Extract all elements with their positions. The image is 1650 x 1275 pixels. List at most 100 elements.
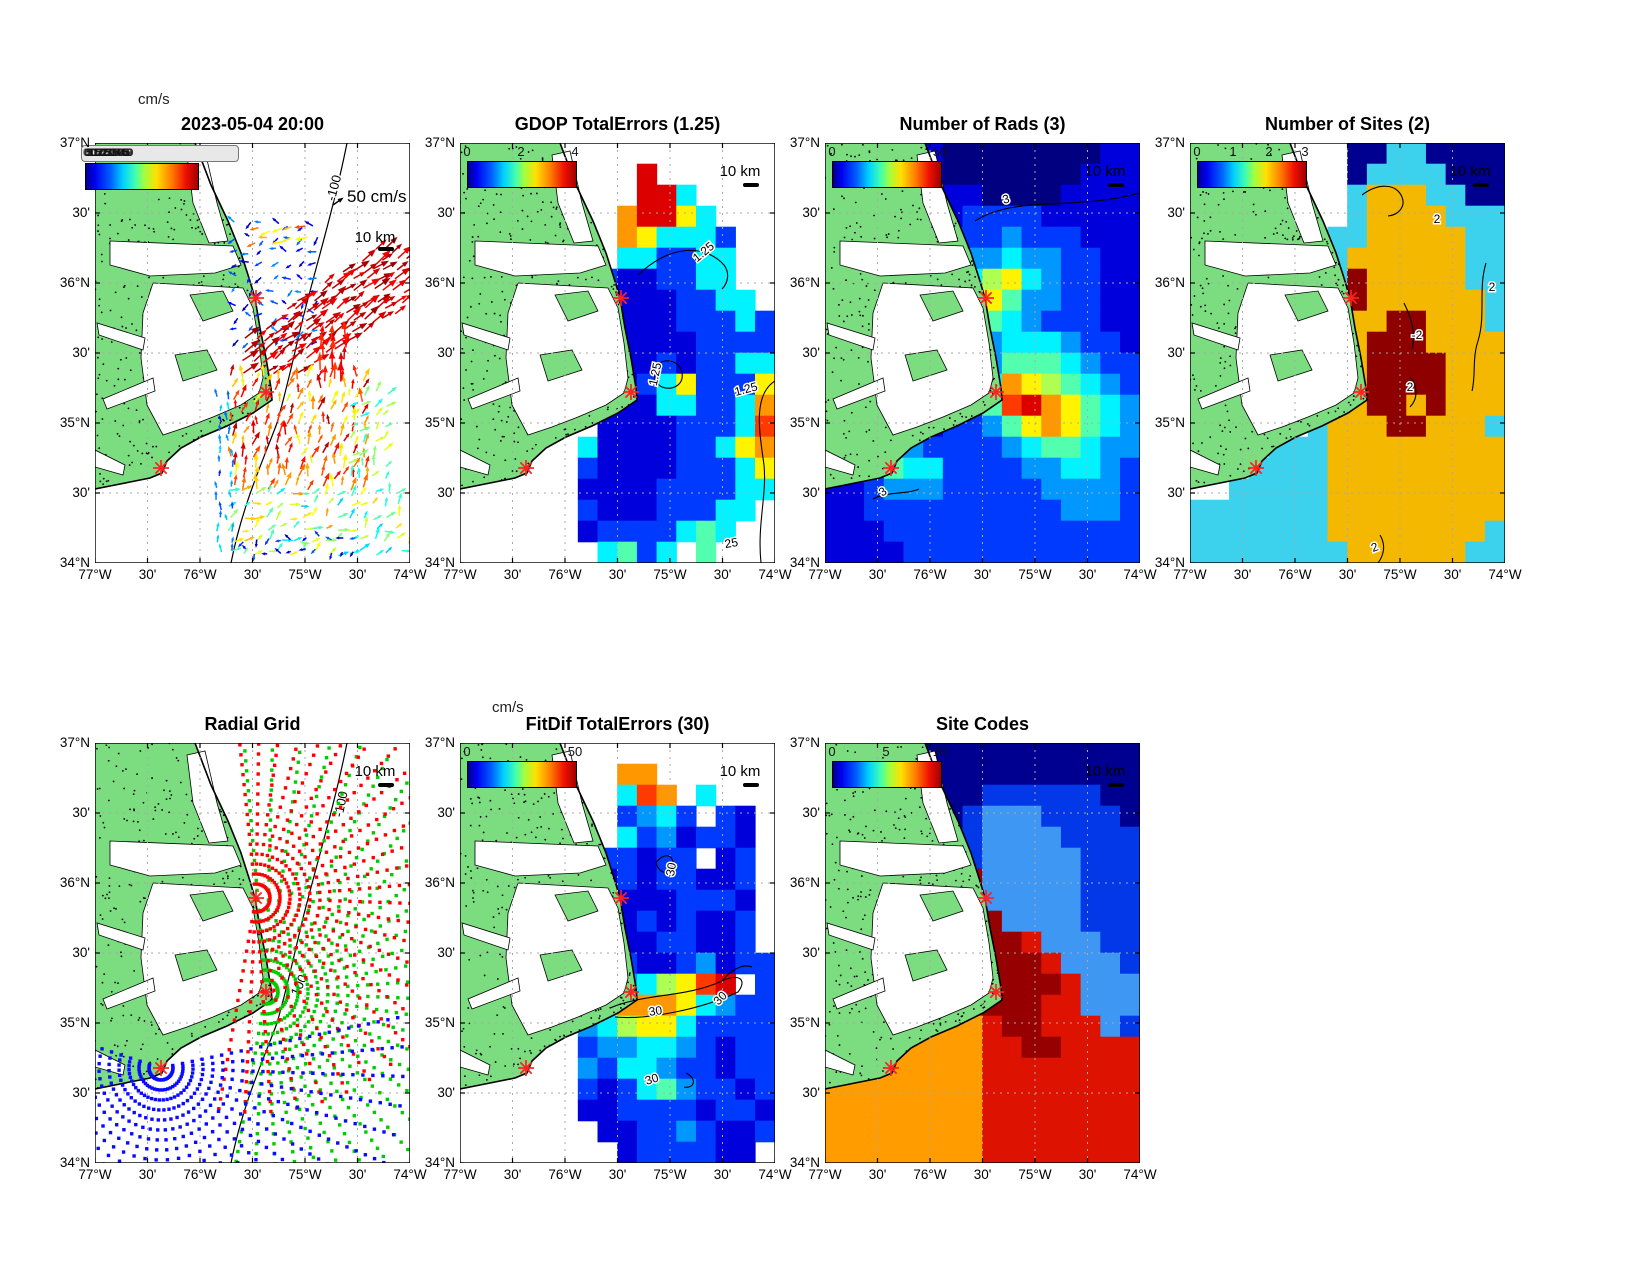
y-axis-tick-label: 30' (437, 1085, 455, 1100)
panel-title: Site Codes (935, 714, 1030, 734)
y-axis-tick-label: 37°N (59, 135, 90, 150)
islet (1269, 349, 1313, 382)
y-axis-tick-label: 34°N (424, 1155, 455, 1170)
x-axis-tick-label: 75°W (1018, 567, 1052, 582)
contour-label: 30 (643, 1070, 660, 1088)
x-axis-tick-label: 30' (243, 1167, 262, 1182)
graticule (825, 143, 1140, 563)
scale-bar (378, 783, 394, 787)
graticule (460, 743, 775, 1163)
colorbar-tick-label: 1 (1229, 144, 1237, 159)
y-axis-tick-label: 35°N (424, 1015, 455, 1030)
y-axis-tick-label: 36°N (789, 275, 820, 290)
panel-gdop: GDOP TotalErrors (1.25) 1.25 1.25 1.25 25 0… (425, 114, 792, 582)
contour-label: -2 (1412, 328, 1423, 342)
x-axis-tick-label: 30' (348, 1167, 367, 1182)
y-axis-tick-label: 36°N (59, 275, 90, 290)
colorbar-tick-label: 0 (1193, 144, 1201, 159)
islet (189, 290, 234, 322)
colorbar-tick-labels-overlapping: 0 5 10 15 20 25 30 35 40 45 50 (81, 145, 239, 162)
radar-site-marker (623, 384, 639, 400)
reference-vector-label: 50 cm/s (347, 187, 407, 206)
y-axis-tick-label: 30' (72, 345, 90, 360)
x-axis-tick-label: 30' (1233, 567, 1252, 582)
heatmap-cells (577, 163, 775, 563)
x-axis-tick-label: 77°W (443, 567, 477, 582)
y-axis-tick-label: 30' (802, 1085, 820, 1100)
y-axis-tick-label: 30' (437, 205, 455, 220)
axes-frame (1190, 143, 1505, 563)
y-axis-tick-label: 34°N (789, 555, 820, 570)
sound-water (95, 449, 126, 476)
x-axis-tick-label: 30' (138, 1167, 157, 1182)
radial-grid-fan (217, 743, 410, 1114)
graticule (825, 743, 1140, 1163)
map-currents: -100 (95, 143, 410, 563)
y-axis-tick-label: 34°N (59, 1155, 90, 1170)
y-axis-tick-label: 30' (437, 485, 455, 500)
sound-water (825, 1049, 856, 1076)
y-axis-tick-label: 30' (72, 1085, 90, 1100)
x-axis-tick-label: 74°W (393, 567, 427, 582)
sound-water (1197, 377, 1251, 410)
coastline (460, 143, 638, 490)
x-axis-tick-label: 30' (503, 1167, 522, 1182)
islet (174, 349, 218, 382)
x-axis-tick-label: 30' (243, 567, 262, 582)
coastline (825, 743, 1003, 1090)
radar-site-marker (248, 290, 264, 306)
sound-water (102, 377, 156, 410)
y-axis-tick-label: 37°N (424, 735, 455, 750)
colorbar-tick-label: 4 (571, 144, 579, 159)
x-axis-tick-label: 77°W (808, 567, 842, 582)
axes-frame (825, 143, 1140, 563)
radar-site-marker (623, 984, 639, 1000)
units-label: cm/s (492, 699, 524, 716)
x-axis-tick-label: 76°W (183, 567, 217, 582)
y-axis-tick-label: 30' (72, 945, 90, 960)
radar-site-marker (1353, 384, 1369, 400)
x-axis-tick-label: 77°W (443, 1167, 477, 1182)
map-num-sites: 2 2 -2 2 2 (1190, 143, 1505, 563)
colorbar-tick-label: 0 (828, 144, 836, 159)
scale-label: 10 km (1084, 763, 1126, 780)
islet (554, 290, 599, 322)
sound-water (825, 449, 856, 476)
scale-label: 10 km (719, 163, 761, 180)
colorbar-tick-label: 3 (1301, 144, 1309, 159)
x-axis-tick-label: 75°W (653, 567, 687, 582)
radar-site-marker (153, 460, 169, 476)
heatmap-cells (825, 743, 1140, 1163)
islet (539, 349, 583, 382)
y-axis-tick-label: 35°N (789, 1015, 820, 1030)
sound-water (1190, 449, 1221, 476)
x-axis-tick-label: 74°W (758, 567, 792, 582)
x-axis-tick-label: 74°W (393, 1167, 427, 1182)
y-axis-tick-label: 30' (437, 345, 455, 360)
x-axis-tick-label: 74°W (1488, 567, 1522, 582)
y-axis-tick-label: 30' (1167, 205, 1185, 220)
axes-frame (825, 743, 1140, 1163)
y-axis-tick-label: 35°N (789, 415, 820, 430)
x-axis-tick-label: 74°W (1123, 1167, 1157, 1182)
y-axis-tick-label: 37°N (789, 735, 820, 750)
colorbar-tick-label: 2 (517, 144, 525, 159)
x-axis-tick-label: 76°W (183, 1167, 217, 1182)
colorbar-tick-label: 0 (463, 744, 471, 759)
y-axis-tick-label: 35°N (59, 415, 90, 430)
x-axis-tick-label: 30' (1078, 1167, 1097, 1182)
sound-water (460, 1049, 491, 1076)
radar-site-marker (988, 984, 1004, 1000)
islet (174, 949, 218, 982)
x-axis-tick-label: 75°W (288, 1167, 322, 1182)
sound-water (467, 977, 521, 1010)
y-axis-tick-label: 30' (72, 205, 90, 220)
y-axis-tick-label: 36°N (424, 875, 455, 890)
scale-bar (743, 783, 759, 787)
islet (189, 890, 234, 922)
panel-title: Number of Rads (3) (899, 114, 1066, 134)
sound-water (109, 840, 242, 877)
colorbar-tick-label: 0 (828, 744, 836, 759)
x-axis-tick-label: 77°W (1173, 567, 1207, 582)
